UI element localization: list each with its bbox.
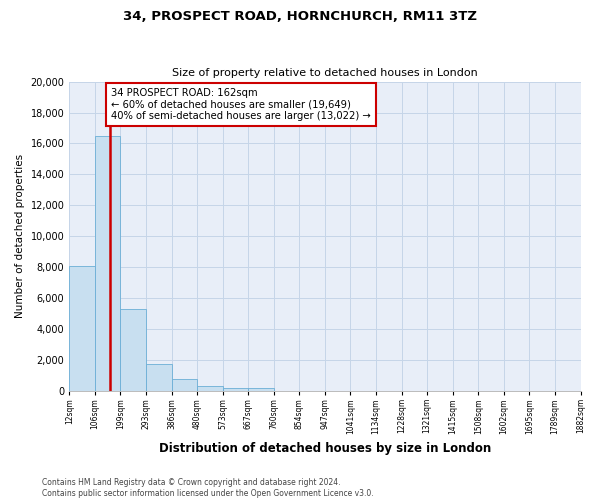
Text: 34, PROSPECT ROAD, HORNCHURCH, RM11 3TZ: 34, PROSPECT ROAD, HORNCHURCH, RM11 3TZ [123,10,477,23]
Bar [95,136,121,391]
Y-axis label: Number of detached properties: Number of detached properties [15,154,25,318]
Bar [248,388,274,391]
Title: Size of property relative to detached houses in London: Size of property relative to detached ho… [172,68,478,78]
Bar [197,386,223,391]
Bar [172,380,197,391]
Text: Contains HM Land Registry data © Crown copyright and database right 2024.
Contai: Contains HM Land Registry data © Crown c… [42,478,374,498]
Bar [223,388,248,391]
Bar [69,266,95,391]
Bar [146,364,172,391]
Bar [121,309,146,391]
Text: 34 PROSPECT ROAD: 162sqm
← 60% of detached houses are smaller (19,649)
40% of se: 34 PROSPECT ROAD: 162sqm ← 60% of detach… [112,88,371,121]
X-axis label: Distribution of detached houses by size in London: Distribution of detached houses by size … [159,442,491,455]
